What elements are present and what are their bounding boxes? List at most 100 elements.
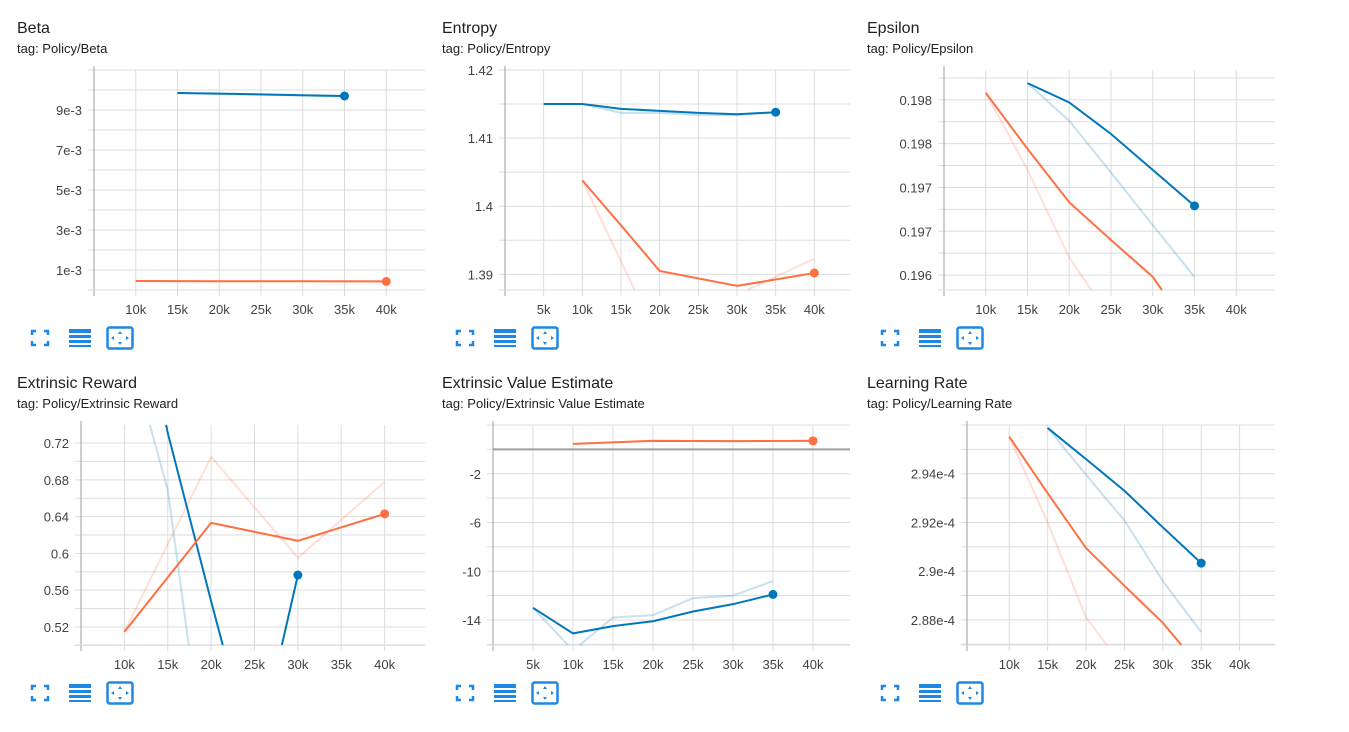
toggle-fullscreen-button[interactable]	[877, 683, 903, 707]
chart-title: Beta	[17, 20, 50, 37]
line-chart[interactable]: 10k 15k 20k 25k 30k 35k 40k 0.52 0.56 0.6 0.64 0.68…	[0, 355, 425, 680]
x-tick-label: 35k	[1191, 657, 1212, 672]
toggle-fullscreen-button[interactable]	[452, 683, 478, 707]
y-tick-label: 0.72	[44, 436, 69, 451]
chart-tag: tag: Policy/Entropy	[442, 41, 551, 56]
fit-domain-button[interactable]	[956, 680, 984, 707]
fit-domain-button[interactable]	[531, 680, 559, 710]
blue-last-point-marker[interactable]	[771, 107, 781, 117]
orange-smoothed-line[interactable]	[984, 92, 1163, 291]
fit-domain-button[interactable]	[956, 325, 984, 352]
fit-domain-button[interactable]	[531, 325, 559, 352]
fit-domain-button[interactable]	[106, 325, 134, 355]
fullscreen-icon	[455, 684, 475, 707]
orange-last-point-marker[interactable]	[809, 268, 819, 278]
x-tick-label: 20k	[643, 657, 664, 672]
fit-domain-button[interactable]	[106, 680, 134, 710]
data-selection-icon	[493, 328, 517, 353]
orange-smoothed-line[interactable]	[1008, 436, 1183, 646]
line-chart[interactable]: 5k 10k 15k 20k 25k 30k 35k 40k -14 -10 -6 -2	[425, 355, 850, 680]
fit-domain-icon	[106, 680, 134, 710]
x-tick-label: 20k	[649, 302, 670, 317]
blue-last-point-marker[interactable]	[768, 589, 778, 599]
y-tick-label: 3e-3	[56, 223, 82, 238]
x-tick-label: 40k	[376, 302, 397, 317]
x-tick-label: 20k	[1076, 657, 1097, 672]
chart-toolbar	[452, 325, 559, 352]
data-selection-icon	[493, 683, 517, 708]
fit-domain-icon	[106, 325, 134, 355]
x-tick-label: 35k	[765, 302, 786, 317]
line-chart[interactable]: 10k 15k 20k 25k 30k 35k 40k 1e-3 3e-3 5e-3 7e-3 9e-…	[0, 0, 425, 325]
orange-smoothed-line[interactable]	[572, 439, 814, 445]
x-tick-label: 35k	[763, 657, 784, 672]
toggle-log-scale-button[interactable]	[67, 683, 93, 707]
toggle-log-scale-button[interactable]	[917, 328, 943, 352]
y-tick-label: 0.6	[51, 546, 69, 561]
fullscreen-icon	[880, 684, 900, 707]
orange-last-point-marker[interactable]	[381, 276, 391, 286]
blue-smoothed-line[interactable]	[165, 424, 299, 646]
toggle-log-scale-button[interactable]	[917, 683, 943, 707]
toggle-fullscreen-button[interactable]	[452, 328, 478, 352]
x-tick-label: 15k	[611, 302, 632, 317]
y-tick-label: 0.68	[44, 473, 69, 488]
toggle-fullscreen-button[interactable]	[877, 328, 903, 352]
chart-toolbar	[27, 680, 134, 710]
x-tick-label: 15k	[603, 657, 624, 672]
x-tick-label: 10k	[114, 657, 135, 672]
toggle-log-scale-button[interactable]	[492, 683, 518, 707]
y-tick-label: 0.196	[899, 268, 932, 283]
x-tick-label: 35k	[1184, 302, 1205, 317]
y-tick-label: 2.9e-4	[918, 564, 955, 579]
blue-smoothed-line[interactable]	[1046, 427, 1202, 564]
chart-tag: tag: Policy/Beta	[17, 41, 108, 56]
blue-smoothed-line[interactable]	[532, 593, 774, 635]
x-tick-label: 25k	[1114, 657, 1135, 672]
blue-smoothed-line[interactable]	[1027, 82, 1196, 207]
chart-tag: tag: Policy/Extrinsic Value Estimate	[442, 396, 645, 411]
chart-card-extrinsic-reward: Extrinsic Reward tag: Policy/Extrinsic Re…	[0, 355, 425, 710]
chart-toolbar	[877, 325, 984, 352]
line-chart[interactable]: 5k 10k 15k 20k 25k 30k 35k 40k 1.39 1.4 1.41 1.42	[425, 0, 850, 325]
y-tick-label: -6	[469, 516, 481, 531]
blue-smoothed-line[interactable]	[177, 92, 345, 97]
chart-card-entropy: Entropy tag: Policy/Entropy 5k 10k 15k 20k 25k…	[425, 0, 850, 355]
y-tick-label: 0.198	[899, 137, 932, 152]
toggle-fullscreen-button[interactable]	[27, 683, 53, 707]
blue-raw-line	[1046, 427, 1203, 633]
blue-smoothed-line[interactable]	[543, 103, 776, 116]
y-tick-label: 1.4	[475, 199, 493, 214]
orange-last-point-marker[interactable]	[380, 509, 390, 519]
x-tick-label: 20k	[1059, 302, 1080, 317]
blue-last-point-marker[interactable]	[1196, 558, 1206, 568]
blue-last-point-marker[interactable]	[293, 570, 303, 580]
orange-last-point-marker[interactable]	[808, 436, 818, 446]
data-selection-icon	[68, 683, 92, 708]
fullscreen-icon	[30, 329, 50, 352]
y-tick-label: 1.41	[468, 131, 493, 146]
orange-raw-line	[123, 455, 386, 633]
y-tick-label: 0.197	[899, 224, 932, 239]
blue-last-point-marker[interactable]	[1190, 201, 1199, 211]
y-tick-label: 0.197	[899, 180, 932, 195]
chart-tag: tag: Policy/Extrinsic Reward	[17, 396, 179, 411]
toggle-log-scale-button[interactable]	[67, 328, 93, 352]
y-tick-label: 0.56	[44, 583, 69, 598]
blue-last-point-marker[interactable]	[340, 91, 349, 101]
line-chart[interactable]: 10k 15k 20k 25k 30k 35k 40k 2.88e-4 2.9e-4 2.92e-…	[850, 355, 1275, 680]
line-chart[interactable]: 10k 15k 20k 25k 30k 35k 40k 0.196 0.197 0.197 0.19…	[850, 0, 1275, 325]
y-tick-label: 1.42	[468, 63, 493, 78]
x-tick-label: 25k	[1101, 302, 1122, 317]
orange-smoothed-line[interactable]	[581, 179, 815, 287]
toggle-fullscreen-button[interactable]	[27, 328, 53, 352]
toggle-log-scale-button[interactable]	[492, 328, 518, 352]
x-tick-label: 10k	[572, 302, 593, 317]
x-tick-label: 30k	[1152, 657, 1173, 672]
x-tick-label: 30k	[292, 302, 313, 317]
orange-smoothed-line[interactable]	[123, 512, 385, 633]
fit-domain-icon	[531, 680, 559, 710]
chart-tag: tag: Policy/Learning Rate	[867, 396, 1013, 411]
x-tick-label: 40k	[804, 302, 825, 317]
y-tick-label: 2.88e-4	[911, 613, 955, 628]
